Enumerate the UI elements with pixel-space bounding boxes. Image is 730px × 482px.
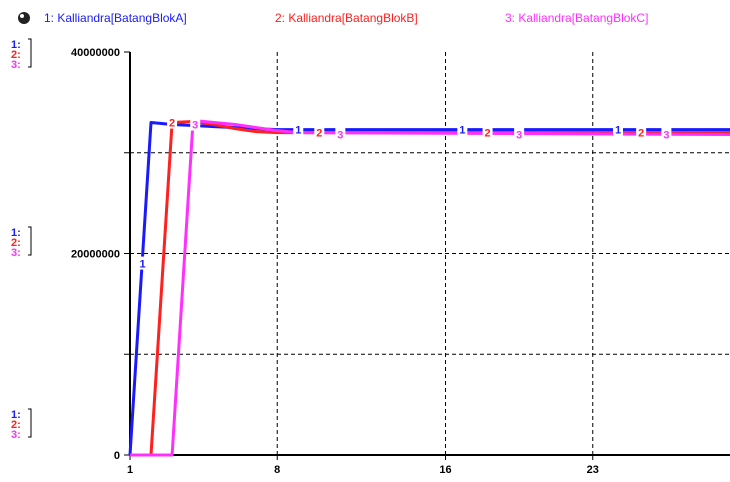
svg-text:2: 2 (638, 128, 644, 140)
series-line-1 (128, 121, 730, 456)
axes: 020000000400000001816233 (71, 47, 730, 476)
scale-label: 2: (11, 49, 21, 61)
svg-text:3: 3 (516, 130, 522, 142)
series-lines (128, 119, 730, 457)
scale-bracket (28, 226, 32, 256)
x-tick-label: 8 (274, 464, 280, 476)
series-marker-1: 1 (293, 122, 304, 137)
series-line-2 (130, 120, 730, 457)
scale-label: 3: (11, 429, 21, 441)
scale-label: 2: (11, 419, 21, 431)
scale-bracket (28, 408, 32, 438)
scale-label: 1: (11, 227, 21, 239)
series-marker-2: 2 (167, 115, 178, 130)
legend-entry-3: 3: Kalliandra[BatangBlokC] (505, 11, 648, 25)
svg-text:3: 3 (192, 120, 198, 132)
x-tick-label: 16 (439, 464, 451, 476)
svg-text:2: 2 (169, 118, 175, 130)
legend-entry-1: 1: Kalliandra[BatangBlokA] (44, 11, 187, 25)
series-marker-3: 3 (514, 127, 525, 142)
series-marker-1: 1 (137, 256, 148, 271)
series-marker-3: 3 (335, 127, 346, 142)
scale-label-group-1: 1:2:3: (11, 38, 32, 71)
scale-label: 1: (11, 39, 21, 51)
series-marker-1: 1 (457, 122, 468, 137)
scale-bracket (28, 38, 32, 68)
legend-entry-2: 2: Kalliandra[BatangBlokB] (275, 11, 418, 25)
y-tick-label: 0 (114, 450, 120, 462)
svg-text:2: 2 (485, 128, 491, 140)
y-tick-label: 20000000 (71, 249, 120, 261)
svg-text:2: 2 (316, 128, 322, 140)
x-tick-label: 1 (127, 464, 133, 476)
scale-labels: 1:2:3:1:2:3:1:2:3: (11, 38, 32, 441)
y-tick-label: 40000000 (71, 47, 120, 59)
svg-text:1: 1 (615, 125, 621, 137)
app-logo-icon (18, 12, 30, 24)
series-marker-3: 3 (190, 117, 201, 132)
series-marker-2: 2 (636, 125, 647, 140)
x-tick-label: 23 (587, 464, 599, 476)
svg-text:1: 1 (140, 259, 146, 271)
svg-text:3: 3 (337, 130, 343, 142)
scale-label: 1: (11, 409, 21, 421)
series-line-3 (130, 119, 730, 457)
scale-label-group-2: 1:2:3: (11, 226, 32, 259)
scale-label: 3: (11, 59, 21, 71)
legend: 1: Kalliandra[BatangBlokA] 2: Kalliandra[… (18, 11, 648, 25)
scale-label: 2: (11, 237, 21, 249)
svg-text:1: 1 (459, 125, 465, 137)
series-marker-1: 1 (613, 122, 623, 137)
scale-label: 3: (11, 247, 21, 259)
svg-text:3: 3 (663, 130, 669, 142)
grid (130, 52, 730, 455)
series-marker-2: 2 (314, 125, 325, 140)
series-marker-3: 3 (661, 127, 672, 142)
series-marker-2: 2 (482, 125, 493, 140)
svg-text:1: 1 (295, 125, 301, 137)
scale-label-group-3: 1:2:3: (11, 408, 32, 441)
series-markers: 1 2 3 1 2 3 1 2 3 1 2 3 (137, 115, 672, 271)
